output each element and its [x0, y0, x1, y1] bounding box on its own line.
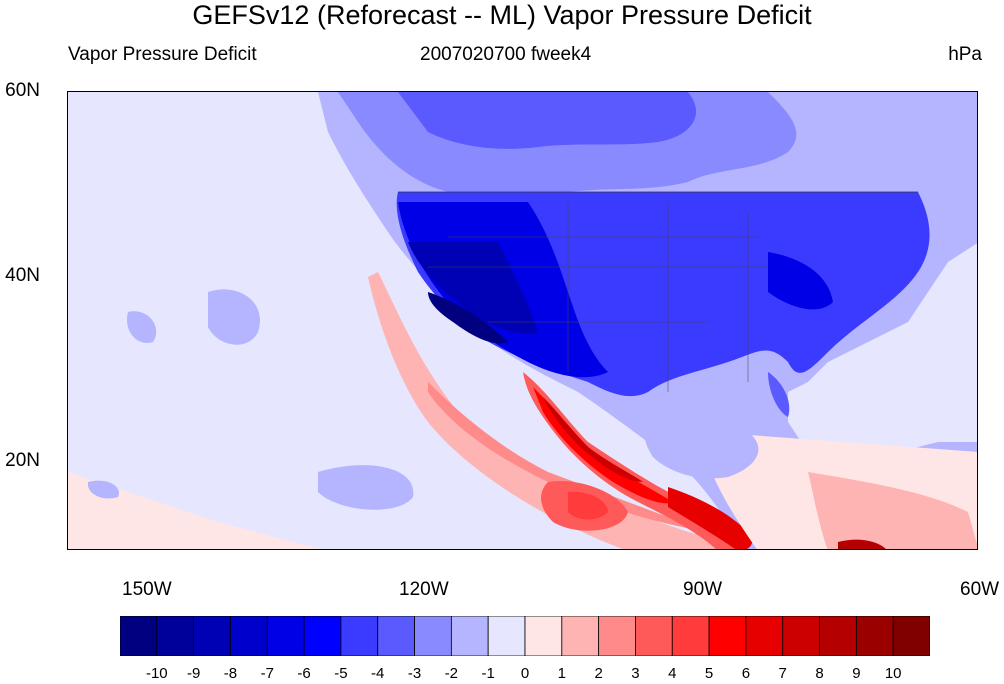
units-label: hPa [948, 44, 982, 65]
colorbar-tick-label: -8 [223, 665, 238, 682]
colorbar-tick-label: -4 [371, 665, 385, 682]
colorbar-tick-label: -7 [260, 665, 274, 682]
colorbar-swatch [855, 616, 894, 656]
lon-label-150w: 150W [122, 579, 172, 600]
colorbar-tick-label: 7 [778, 665, 787, 682]
colorbar-tick-label: 1 [557, 665, 566, 682]
colorbar-swatch [635, 616, 673, 656]
south-america-tip [838, 539, 886, 549]
colorbar-swatch [745, 616, 784, 656]
colorbar-tick-label: 9 [852, 665, 861, 682]
colorbar-swatch [598, 616, 636, 656]
colorbar-tick-label: 2 [594, 665, 603, 682]
map-title: GEFSv12 (Reforecast -- ML) Vapor Pressur… [192, 0, 812, 30]
colorbar-swatch [193, 616, 231, 656]
colorbar-tick-label: -5 [334, 665, 348, 682]
state-lines [428, 202, 768, 392]
colorbar-swatch [266, 616, 305, 656]
colorbar-tick-label: 3 [631, 665, 640, 682]
colorbar-tick-label: -1 [481, 665, 495, 682]
map-svg [68, 92, 977, 549]
us-east-dark [768, 252, 833, 310]
central-mexico-core [568, 491, 608, 520]
us-southwest-darkest [428, 292, 508, 344]
colorbar-swatch [377, 616, 415, 656]
us-southwest-darker [408, 242, 538, 334]
caribbean-salmon [808, 472, 977, 549]
lat-label-40n: 40N [5, 265, 40, 286]
colorbar-swatch [414, 616, 452, 656]
colorbar-swatch [340, 616, 379, 656]
colorbar-swatch [819, 616, 857, 656]
pacific-blob-3 [127, 311, 157, 343]
colorbar-tick-label: 4 [668, 665, 677, 682]
colorbar-swatch [561, 616, 600, 656]
colorbar-tick-label: -3 [407, 665, 422, 682]
colorbar-tick-label: 8 [815, 665, 824, 682]
colorbar-swatch [450, 616, 489, 656]
colorbar-tick-label: 5 [704, 665, 714, 682]
colorbar-swatch [892, 616, 930, 656]
colorbar-tick-label: -10 [145, 665, 168, 682]
vpd-map [67, 91, 978, 550]
pacific-pink-region [68, 472, 321, 549]
colorbar-swatch [487, 616, 526, 656]
pacific-blob-1 [208, 289, 260, 345]
lat-label-60n: 60N [5, 80, 40, 101]
colorbar-swatch [303, 616, 342, 656]
lat-label-20n: 20N [5, 450, 40, 471]
colorbar-tick-label: -9 [186, 665, 201, 682]
lon-label-120w: 120W [399, 579, 449, 600]
colorbar-tick-label: 6 [741, 665, 751, 682]
pacific-blob-4 [87, 480, 119, 499]
variable-label: Vapor Pressure Deficit [68, 44, 257, 65]
pacific-blob-2 [318, 465, 414, 510]
colorbar-swatch [230, 616, 268, 656]
lon-label-60w: 60W [960, 579, 1000, 600]
colorbar-swatch [671, 616, 710, 656]
colorbar-swatch [120, 616, 158, 656]
lon-label-90w: 90W [683, 579, 723, 600]
colorbar-tick-label: -6 [297, 665, 311, 682]
colorbar-svg [120, 616, 930, 656]
colorbar [120, 616, 930, 656]
gulf-of-mexico [644, 420, 759, 479]
east-canada-light [788, 92, 977, 186]
colorbar-swatch [708, 616, 747, 656]
colorbar-tick-label: 10 [884, 665, 902, 682]
canada-darker [398, 92, 697, 149]
colorbar-swatch [156, 616, 195, 656]
central-america [668, 487, 753, 549]
colorbar-swatch [782, 616, 820, 656]
forecast-date-label: 2007020700 fweek4 [420, 44, 592, 65]
colorbar-swatch [524, 616, 563, 656]
florida [768, 372, 790, 417]
colorbar-tick-label: -2 [444, 665, 459, 682]
colorbar-tick-label: 0 [520, 665, 530, 682]
